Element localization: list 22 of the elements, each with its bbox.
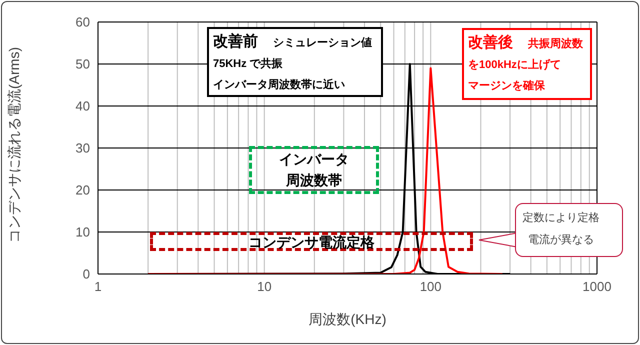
x-tick-label: 1000 — [582, 279, 612, 294]
y-tick-label: 0 — [82, 266, 90, 282]
annotation: インバータ周波数帯 — [278, 150, 350, 190]
annotation: 改善後 共振周波数 — [468, 34, 583, 51]
x-tick-label: 1 — [94, 279, 102, 294]
annotation: インバータ周波数帯に近い — [213, 78, 345, 93]
y-tick-label: 20 — [76, 182, 90, 198]
annotation: 改善前 シミュレーション値 — [213, 33, 372, 50]
y-tick-label: 40 — [76, 98, 90, 114]
x-tick-label: 10 — [257, 279, 272, 294]
annotation: マージンを確保 — [468, 79, 545, 94]
y-tick-label: 60 — [76, 14, 90, 30]
x-tick-label: 100 — [420, 279, 442, 294]
annotation: を100kHzに上げて — [468, 58, 561, 73]
annotation: コンデンサ電流定格 — [248, 234, 374, 250]
y-axis-title: コンデンサに流れる電流(Arms) — [6, 47, 22, 243]
y-tick-label: 30 — [76, 140, 90, 156]
y-tick-label: 10 — [76, 224, 90, 240]
annotation: 75KHz で共振 — [213, 56, 283, 72]
annotation: 定数により定格電流が異なる — [522, 210, 600, 248]
x-axis-title: 周波数(KHz) — [308, 311, 386, 327]
y-tick-label: 50 — [76, 56, 90, 72]
